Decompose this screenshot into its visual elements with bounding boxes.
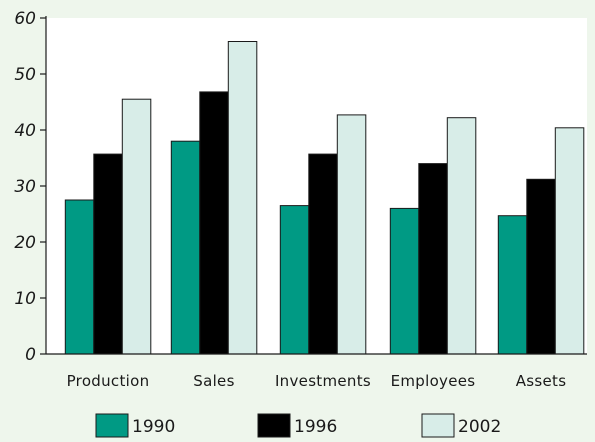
bar-1996-production — [93, 153, 123, 355]
legend-swatch-1996 — [257, 413, 291, 438]
legend-swatch-1990 — [95, 413, 129, 438]
y-tick-labels: 0 10 20 30 40 50 60 — [14, 9, 46, 365]
bar-2002-investments — [336, 114, 367, 355]
bar-1990-sales — [170, 140, 201, 355]
y-tick-label: 60 — [14, 9, 36, 29]
bars-layer — [64, 41, 585, 355]
x-category-label: Employees — [391, 372, 476, 390]
bar-1996-employees — [418, 163, 448, 355]
legend-label-1990: 1990 — [132, 417, 175, 437]
legend-swatch-2002 — [421, 413, 455, 438]
x-category-label: Sales — [193, 372, 234, 390]
bar-1996-investments — [308, 153, 338, 355]
y-tick-label: 20 — [14, 233, 36, 253]
y-tick-label: 30 — [14, 177, 36, 197]
y-tick-label: 50 — [14, 65, 36, 85]
bar-1990-production — [64, 199, 95, 355]
bar-2002-sales — [227, 41, 258, 355]
x-category-label: Investments — [275, 372, 371, 390]
x-category-label: Production — [67, 372, 150, 390]
x-category-labels: Production Sales Investments Employees Asset… — [67, 372, 567, 390]
bar-1990-assets — [497, 215, 528, 355]
bar-1996-sales — [199, 91, 229, 355]
x-category-label: Assets — [516, 372, 567, 390]
bar-2002-production — [121, 98, 152, 355]
bar-2002-employees — [446, 117, 477, 355]
bar-1990-investments — [279, 205, 310, 355]
legend-label-1996: 1996 — [294, 417, 337, 437]
y-tick-label: 40 — [14, 121, 36, 141]
bar-1996-assets — [526, 178, 556, 355]
legend-label-2002: 2002 — [458, 417, 501, 437]
y-tick-label: 10 — [14, 289, 36, 309]
y-tick-label: 0 — [25, 345, 36, 365]
bar-2002-assets — [554, 127, 585, 355]
bar-1990-employees — [389, 207, 420, 355]
legend: 1990 1996 2002 — [95, 413, 501, 438]
